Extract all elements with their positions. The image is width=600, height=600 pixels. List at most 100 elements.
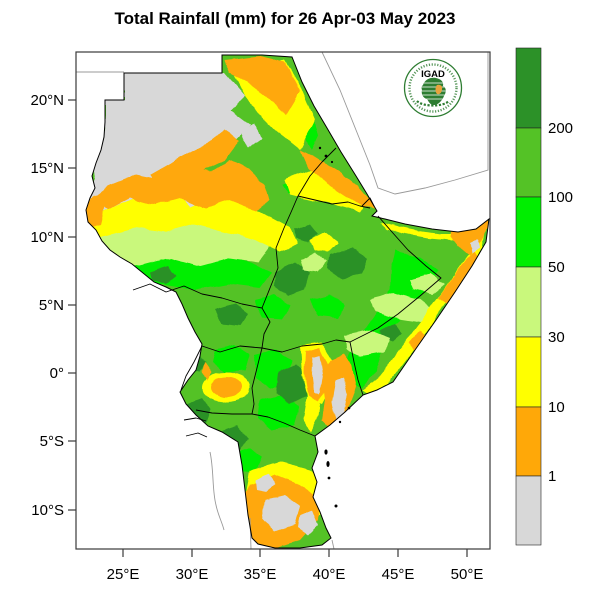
igad-logo: IGAD	[403, 58, 463, 118]
y-tick-label: 10°S	[31, 502, 64, 519]
island-dot	[338, 420, 342, 424]
rain-zone-mid-somalia-light	[410, 274, 445, 294]
legend-label: 100	[548, 189, 573, 206]
border-southsudan-ethiopia	[261, 307, 271, 349]
rainfall-raster	[86, 55, 489, 548]
border-uganda-kenya	[251, 347, 263, 415]
africa-hatch-lines	[421, 82, 446, 100]
zambia-border-line	[249, 517, 252, 549]
rain-zone-eritrea-yellow	[285, 170, 368, 212]
y-tick-label: 20°N	[30, 92, 64, 109]
island-zanzibar	[326, 461, 330, 467]
border-kenya-tanzania	[251, 413, 316, 437]
rain-zone-south-ethiopia	[310, 295, 345, 318]
border-ethiopia-somalia	[349, 215, 442, 343]
legend-colorbar: 200 100 50 30 10 1	[515, 47, 573, 546]
x-tick-label: 35°E	[244, 566, 277, 583]
island-dot	[330, 160, 334, 164]
island-dot	[327, 476, 331, 480]
rain-zone-lake-victoria-orange	[210, 377, 242, 397]
rain-zone-east-ethiopia-max	[328, 248, 368, 278]
rain-zone-somalia-orange-spot	[408, 330, 428, 352]
border-uganda-west	[180, 345, 203, 391]
rain-zone-turkana-gray	[312, 356, 323, 395]
legend-swatch	[515, 336, 542, 408]
legend-label: 10	[548, 399, 565, 416]
border-ethiopia-kenya	[261, 339, 351, 353]
arabian-coastline	[321, 52, 489, 195]
rain-zone-sw-ethiopia-max	[274, 262, 310, 296]
rain-zone-north-ethiopia-max	[295, 224, 318, 242]
rain-zone-east-kenya-gray	[332, 376, 348, 420]
legend-label: 50	[548, 259, 565, 276]
y-tick-label: 0°	[50, 365, 64, 382]
y-tick-label: 10°N	[30, 229, 64, 246]
legend-swatch	[515, 196, 542, 268]
border-djibouti	[361, 197, 375, 207]
border-sudan-eritrea	[297, 147, 337, 197]
legend-label: 200	[548, 120, 573, 137]
islands	[318, 146, 351, 508]
border-uganda-tanzania	[195, 409, 252, 415]
border-burundi	[185, 432, 208, 438]
border-sudan-southsudan	[132, 283, 263, 309]
border-eritrea-ethiopia	[297, 195, 371, 209]
neighbor-boundaries	[76, 52, 489, 549]
rain-zone-central-kenya-max	[276, 364, 310, 404]
border-sudan-ethiopia	[261, 195, 299, 309]
legend-label: 1	[548, 468, 556, 485]
island-dot	[324, 154, 328, 158]
rain-zone-sudan-orange-fringe	[90, 160, 270, 210]
y-axis: 20°N 15°N 10°N 5°N 0° 5°S 10°S	[30, 92, 76, 519]
island-dot	[318, 146, 322, 150]
rain-zone-south-sudan-max	[215, 304, 248, 326]
rain-zone-west-ethiopia	[255, 295, 290, 320]
rain-zone-desert-patch-1	[240, 124, 262, 148]
rain-zones	[86, 56, 489, 548]
border-southsudan-uganda	[201, 345, 263, 353]
map-frame	[75, 51, 491, 550]
x-tick-label: 25°E	[107, 566, 140, 583]
logo-igad-text: IGAD	[421, 69, 445, 80]
rain-zone-south-kenya	[258, 395, 300, 430]
logo-africa-icon	[421, 77, 446, 105]
legend-label: 30	[548, 329, 565, 346]
x-tick-label: 45°E	[382, 566, 415, 583]
logo-laurel-wreath	[416, 100, 450, 107]
drc-border-line	[209, 451, 225, 531]
page-title: Total Rainfall (mm) for 26 Apr-03 May 20…	[114, 9, 455, 28]
logo-microtext-ring	[408, 63, 458, 113]
rain-zone-ogaden	[370, 292, 435, 322]
rain-zone-afar-yellow	[310, 232, 338, 252]
africa-silhouette	[421, 77, 446, 105]
igad-region-highlight	[435, 84, 443, 95]
rain-zone-tanzania-gray-3	[255, 474, 276, 492]
legend-swatch	[515, 475, 542, 546]
mozambique-coast-line	[331, 539, 335, 549]
x-tick-label: 30°E	[176, 566, 209, 583]
rain-zone-ne-kenya	[345, 330, 390, 356]
legend-swatch	[515, 47, 542, 129]
rain-zone-halaib-orange	[225, 56, 300, 115]
border-rwanda	[183, 417, 207, 422]
y-tick-label: 15°N	[30, 160, 64, 177]
y-tick-label: 5°N	[39, 297, 64, 314]
rain-zone-tanzania-gray-2	[298, 510, 318, 535]
rain-zone-eritrea-coast-orange	[300, 150, 374, 208]
country-borders	[132, 147, 442, 438]
border-kenya-somalia	[349, 341, 364, 396]
legend-swatch	[515, 266, 542, 338]
island-mafia	[334, 504, 338, 508]
island-dot	[347, 406, 351, 410]
map-area: IGAD	[76, 52, 490, 549]
rain-zone-west-south-sudan-max	[150, 266, 176, 284]
rain-zone-rift-light	[300, 252, 328, 272]
rain-zone-tanzania-gray-1	[262, 495, 300, 532]
legend-swatch	[515, 127, 542, 198]
x-tick-label: 40°E	[313, 566, 346, 583]
y-tick-label: 5°S	[40, 433, 64, 450]
coastline	[85, 54, 490, 549]
rain-zone-south-somalia	[346, 344, 382, 388]
